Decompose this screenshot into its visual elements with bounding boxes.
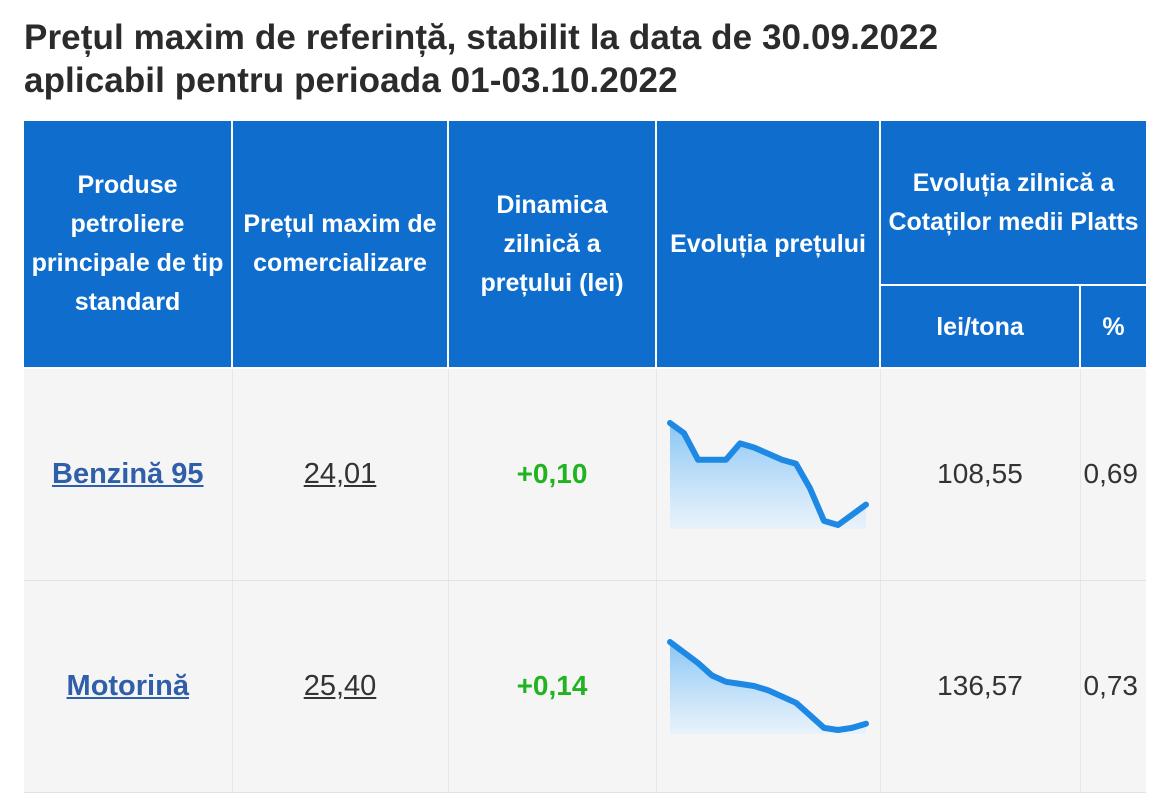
- page-title: Prețul maxim de referință, stabilit la d…: [24, 16, 938, 102]
- header-evolutia-pretului: Evoluția prețului: [656, 121, 881, 369]
- platts-percent: 0,69: [1083, 458, 1139, 490]
- delta-cell: +0,14: [448, 580, 657, 793]
- sparkline-area: [670, 423, 866, 530]
- platts-lei-tona: 108,55: [937, 458, 1023, 490]
- delta-cell: +0,10: [448, 368, 657, 581]
- header-dinamica: Dinamica zilnică a prețului (lei): [448, 121, 657, 369]
- header-evolutia-platts: Evoluția zilnică a Cotaților medii Platt…: [880, 121, 1146, 286]
- title-line-1: Prețul maxim de referință, stabilit la d…: [24, 18, 939, 57]
- platts-lei-cell: 108,55: [880, 368, 1081, 581]
- platts-lei-cell: 136,57: [880, 580, 1081, 793]
- table-row: Benzină 95 24,01 +0,10 108,55 0,69: [24, 368, 1146, 581]
- header-lei-tona: lei/tona: [880, 285, 1081, 369]
- price-value[interactable]: 25,40: [303, 669, 377, 702]
- price-table: Produse petroliere principale de tip sta…: [24, 121, 1146, 793]
- sparkline-cell: [656, 368, 881, 581]
- price-sparkline: [667, 420, 869, 530]
- platts-pct-cell: 0,69: [1080, 368, 1146, 581]
- sparkline-line: [667, 420, 869, 529]
- header-procent: %: [1080, 285, 1146, 369]
- title-line-2: aplicabil pentru perioada 01-03.10.2022: [24, 61, 678, 100]
- price-sparkline: [667, 639, 869, 734]
- price-delta: +0,14: [516, 670, 588, 701]
- product-cell: Benzină 95: [24, 368, 233, 581]
- price-value[interactable]: 24,01: [303, 457, 377, 490]
- sparkline-line: [667, 639, 869, 733]
- table-row: Motorină 25,40 +0,14 136,57 0,73: [24, 580, 1146, 793]
- price-cell: 25,40: [232, 580, 449, 793]
- platts-lei-tona: 136,57: [937, 670, 1023, 701]
- platts-pct-cell: 0,73: [1080, 580, 1146, 793]
- platts-percent: 0,73: [1083, 670, 1139, 701]
- product-link[interactable]: Motorină: [66, 669, 189, 702]
- price-cell: 24,01: [232, 368, 449, 581]
- product-link[interactable]: Benzină 95: [52, 457, 204, 490]
- header-pret-maxim: Prețul maxim de comercializare: [232, 121, 449, 369]
- sparkline-area: [670, 642, 866, 734]
- header-produse: Produse petroliere principale de tip sta…: [24, 121, 233, 369]
- product-cell: Motorină: [24, 580, 233, 793]
- sparkline-cell: [656, 580, 881, 793]
- price-delta: +0,10: [516, 458, 588, 490]
